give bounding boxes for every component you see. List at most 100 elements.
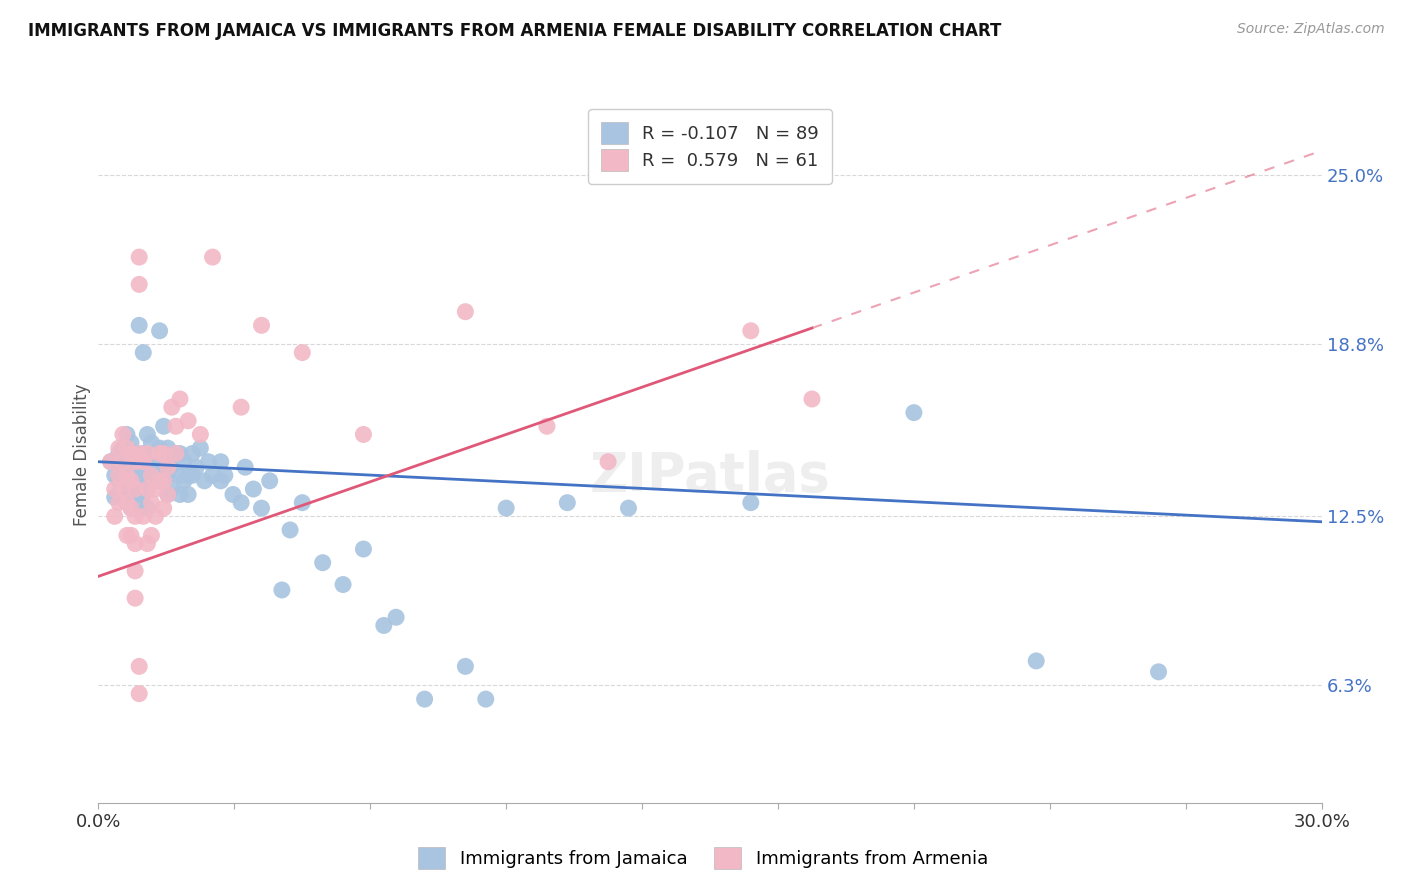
Point — [141, 435, 163, 450]
Text: ZIPatlas: ZIPatlas — [589, 450, 831, 502]
Point — [128, 496, 150, 510]
Point — [169, 487, 191, 501]
Text: IMMIGRANTS FROM JAMAICA VS IMMIGRANTS FROM ARMENIA FEMALE DISABILITY CORRELATION: IMMIGRANTS FROM JAMAICA VS IMMIGRANTS FR… — [28, 22, 1001, 40]
Point — [104, 509, 127, 524]
Point — [136, 479, 159, 493]
Point — [165, 446, 187, 460]
Point — [111, 479, 134, 493]
Point — [145, 446, 167, 460]
Point — [124, 564, 146, 578]
Point — [169, 392, 191, 406]
Point — [177, 468, 200, 483]
Point — [141, 468, 163, 483]
Point — [188, 427, 212, 442]
Point — [128, 250, 150, 264]
Point — [222, 487, 245, 501]
Point — [173, 455, 195, 469]
Point — [740, 324, 762, 338]
Point — [108, 496, 131, 510]
Point — [160, 400, 183, 414]
Point — [115, 474, 138, 488]
Point — [173, 474, 195, 488]
Point — [115, 455, 138, 469]
Point — [332, 577, 354, 591]
Point — [149, 441, 172, 455]
Point — [152, 468, 174, 483]
Point — [115, 528, 138, 542]
Point — [145, 474, 167, 488]
Point — [250, 318, 273, 333]
Point — [209, 455, 232, 469]
Point — [108, 441, 131, 455]
Point — [120, 528, 142, 542]
Point — [120, 479, 142, 493]
Point — [120, 435, 142, 450]
Point — [108, 487, 131, 501]
Point — [291, 496, 314, 510]
Point — [474, 692, 498, 706]
Point — [111, 460, 134, 475]
Point — [557, 496, 579, 510]
Point — [104, 490, 127, 504]
Point — [149, 324, 172, 338]
Point — [111, 482, 134, 496]
Point — [536, 419, 558, 434]
Point — [128, 277, 150, 292]
Point — [128, 687, 150, 701]
Point — [801, 392, 824, 406]
Point — [149, 460, 172, 475]
Point — [242, 482, 264, 496]
Point — [104, 482, 127, 496]
Point — [100, 455, 122, 469]
Point — [115, 496, 138, 510]
Point — [141, 528, 163, 542]
Point — [132, 509, 155, 524]
Point — [128, 659, 150, 673]
Point — [120, 501, 142, 516]
Point — [454, 304, 477, 318]
Point — [152, 474, 174, 488]
Point — [124, 468, 146, 483]
Point — [454, 659, 477, 673]
Point — [145, 460, 167, 475]
Point — [124, 455, 146, 469]
Point — [124, 536, 146, 550]
Point — [177, 414, 200, 428]
Point — [181, 446, 204, 460]
Point — [136, 460, 159, 475]
Point — [156, 441, 179, 455]
Point — [128, 446, 150, 460]
Point — [231, 496, 253, 510]
Point — [352, 427, 374, 442]
Y-axis label: Female Disability: Female Disability — [73, 384, 91, 526]
Point — [413, 692, 436, 706]
Point — [141, 496, 163, 510]
Point — [115, 468, 138, 483]
Point — [1025, 654, 1047, 668]
Point — [111, 455, 134, 469]
Point — [149, 446, 172, 460]
Point — [169, 468, 191, 483]
Point — [156, 460, 179, 475]
Point — [120, 446, 142, 460]
Point — [209, 474, 232, 488]
Point — [740, 496, 762, 510]
Point — [132, 468, 155, 483]
Point — [233, 460, 256, 475]
Point — [291, 345, 314, 359]
Point — [120, 501, 142, 516]
Point — [250, 501, 273, 516]
Point — [145, 509, 167, 524]
Point — [128, 455, 150, 469]
Point — [160, 460, 183, 475]
Point — [136, 501, 159, 516]
Point — [165, 419, 187, 434]
Point — [132, 345, 155, 359]
Text: Source: ZipAtlas.com: Source: ZipAtlas.com — [1237, 22, 1385, 37]
Point — [115, 496, 138, 510]
Point — [136, 482, 159, 496]
Point — [160, 482, 183, 496]
Point — [152, 501, 174, 516]
Point — [124, 446, 146, 460]
Point — [124, 487, 146, 501]
